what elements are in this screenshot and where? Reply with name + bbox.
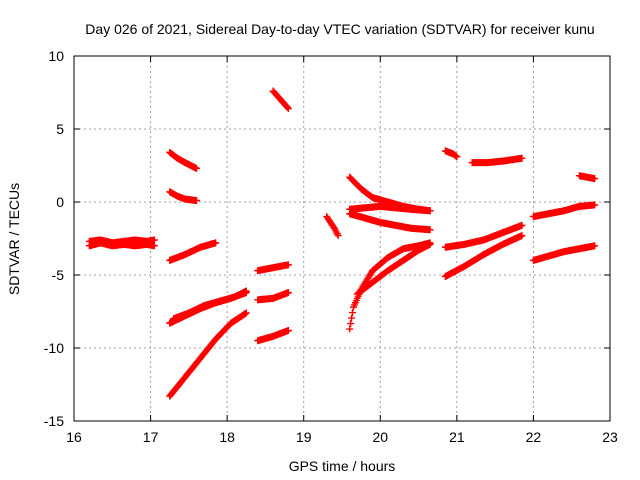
data-point <box>348 314 356 322</box>
y-axis-label: SDTVAR / TECUs <box>6 183 22 295</box>
data-point <box>150 236 158 244</box>
series-arc-25 <box>575 172 599 183</box>
series-arc-17 <box>346 239 434 333</box>
data-point <box>518 221 526 229</box>
y-axis-ticks: -15 -10 -5 0 5 10 <box>44 48 610 429</box>
series-arc-03 <box>166 148 201 172</box>
data-point <box>334 232 342 240</box>
x-tick-label: 20 <box>372 429 388 445</box>
grid-lines <box>74 56 610 421</box>
series-arc-13 <box>323 213 342 240</box>
series-arc-08 <box>166 309 250 400</box>
series-arc-07 <box>170 287 250 323</box>
data-point <box>150 242 158 250</box>
data-point <box>426 207 434 215</box>
data-point <box>453 153 461 161</box>
data-point <box>426 226 434 234</box>
x-axis-ticks: 16 17 18 19 20 21 22 23 <box>66 56 618 445</box>
series-arc-12 <box>269 87 292 113</box>
data-point <box>242 309 250 317</box>
data-point <box>283 103 291 111</box>
data-point <box>452 152 460 160</box>
series-arc-23 <box>529 201 599 221</box>
data-point <box>193 164 201 172</box>
data-point <box>591 175 599 183</box>
data-point <box>242 287 250 295</box>
data-point <box>284 326 292 334</box>
data-point <box>426 240 434 248</box>
data-point <box>284 289 292 297</box>
series-arc-20 <box>468 154 526 167</box>
series-arc-10 <box>254 289 292 304</box>
series-arc-18 <box>353 240 434 298</box>
series-arc-24 <box>529 242 599 264</box>
data-point <box>347 320 355 328</box>
x-axis-label: GPS time / hours <box>289 458 396 474</box>
data-point <box>284 105 292 113</box>
data-marks <box>85 87 599 400</box>
series-arc-22 <box>441 232 526 280</box>
plot-frame <box>73 55 611 422</box>
x-tick-label: 23 <box>602 429 618 445</box>
series-arc-05 <box>166 239 220 264</box>
y-tick-label: -15 <box>44 413 64 429</box>
y-tick-label: 0 <box>56 194 64 210</box>
data-point <box>518 154 526 162</box>
x-tick-label: 21 <box>449 429 465 445</box>
y-tick-label: 10 <box>48 48 64 64</box>
series-arc-09 <box>254 261 292 275</box>
x-tick-label: 17 <box>143 429 159 445</box>
x-tick-label: 19 <box>296 429 312 445</box>
data-point <box>349 309 357 317</box>
series-arc-16 <box>346 210 434 234</box>
data-point <box>591 201 599 209</box>
data-point <box>212 239 220 247</box>
chart-title: Day 026 of 2021, Sidereal Day-to-day VTE… <box>85 21 594 37</box>
series-arc-15 <box>346 202 434 215</box>
data-point <box>346 325 354 333</box>
x-tick-label: 18 <box>219 429 235 445</box>
y-tick-label: -5 <box>52 267 65 283</box>
x-tick-label: 16 <box>66 429 82 445</box>
series-arc-02 <box>85 239 158 250</box>
series-arc-19 <box>441 147 461 161</box>
y-tick-label: 5 <box>56 121 64 137</box>
data-point <box>518 232 526 240</box>
series-arc-04 <box>166 188 201 205</box>
y-tick-label: -10 <box>44 340 64 356</box>
data-point <box>284 261 292 269</box>
series-arc-11 <box>254 326 292 345</box>
series-arc-21 <box>441 221 526 251</box>
x-tick-label: 22 <box>526 429 542 445</box>
data-point <box>193 197 201 205</box>
data-point <box>591 242 599 250</box>
